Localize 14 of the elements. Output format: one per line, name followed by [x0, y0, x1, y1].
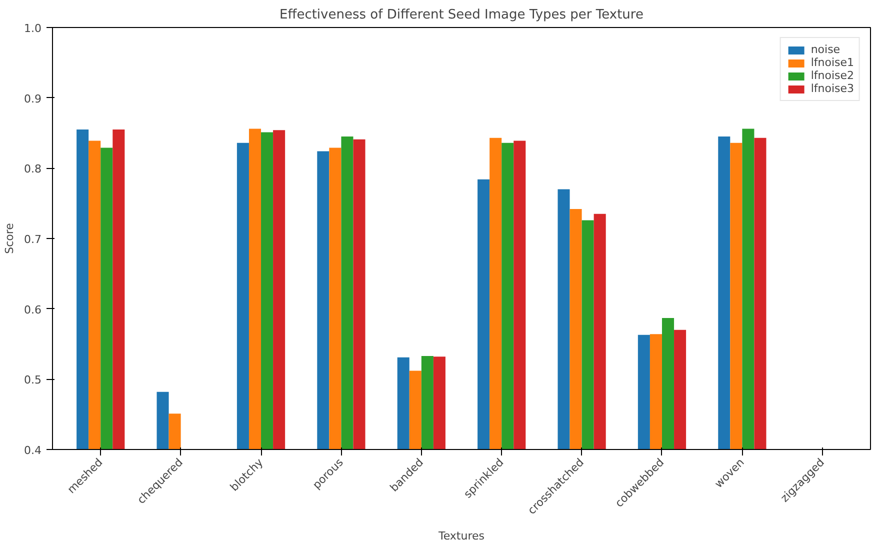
y-tick-label: 0.5: [24, 374, 42, 387]
x-axis-title: Textures: [438, 530, 485, 543]
chart-title: Effectiveness of Different Seed Image Types per Texture: [280, 8, 644, 22]
legend-label: noise: [810, 43, 840, 56]
y-tick-label: 0.9: [24, 92, 42, 106]
y-axis-title: Score: [3, 222, 16, 254]
y-tick-label: 0.7: [24, 233, 42, 246]
legend-label: lfnoise3: [810, 82, 854, 95]
y-tick-label: 1.0: [24, 22, 42, 35]
y-tick-label: 0.6: [24, 303, 42, 316]
legend-label: lfnoise1: [810, 56, 854, 69]
y-tick-label: 0.8: [24, 162, 42, 176]
legend-label: lfnoise2: [810, 69, 854, 82]
y-tick-label: 0.4: [24, 444, 42, 457]
